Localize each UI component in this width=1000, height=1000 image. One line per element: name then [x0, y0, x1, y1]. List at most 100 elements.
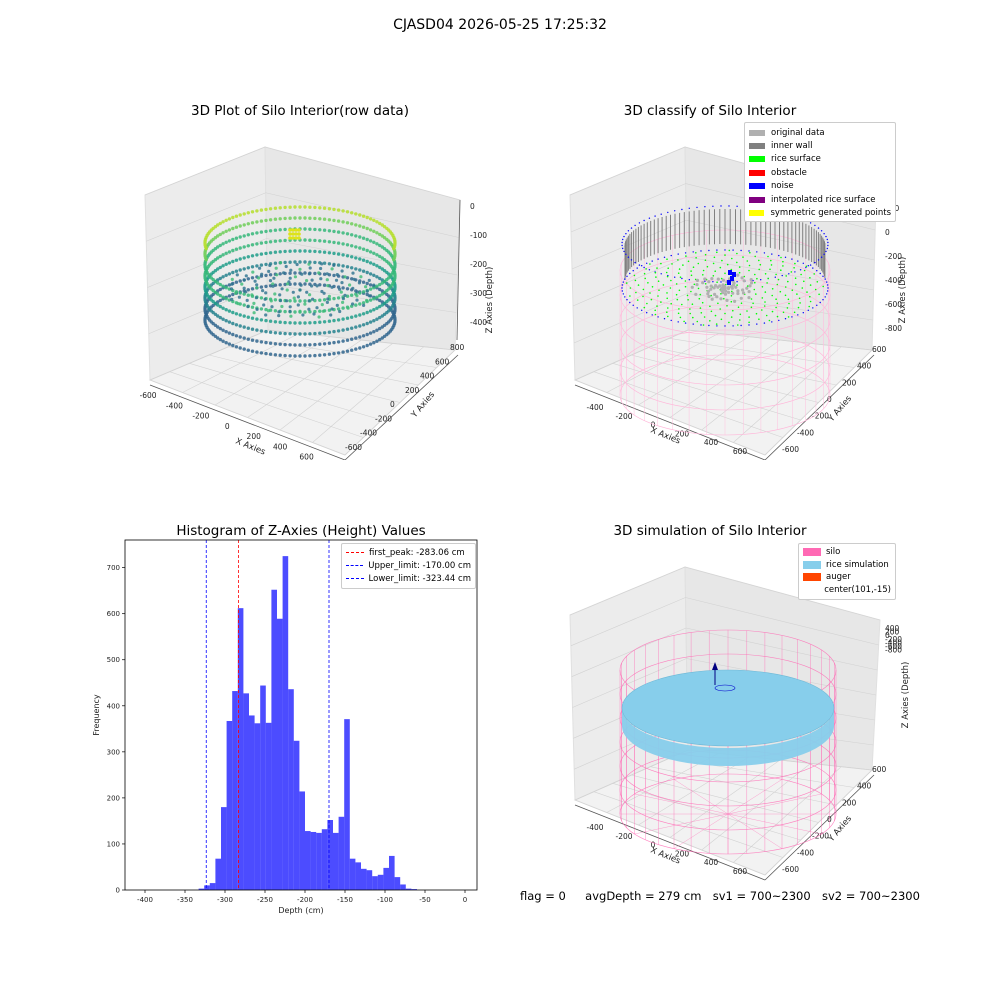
original-point — [714, 284, 718, 288]
data-point — [361, 225, 366, 229]
data-point — [330, 267, 334, 271]
original-point — [739, 296, 743, 300]
histogram-bar — [400, 884, 406, 890]
data-point — [308, 343, 312, 347]
data-point — [238, 213, 242, 217]
data-point — [354, 267, 358, 271]
data-point — [298, 288, 302, 292]
data-point — [231, 270, 235, 275]
data-point — [361, 280, 366, 284]
noise-point — [727, 280, 731, 285]
rice-surface-point — [784, 286, 787, 288]
data-point — [259, 351, 264, 355]
histogram-bar — [377, 874, 384, 890]
data-point — [327, 262, 332, 266]
rice-surface-point — [717, 302, 719, 305]
rice-surface-point — [794, 262, 796, 265]
data-point — [258, 266, 262, 270]
histogram-bar — [372, 876, 378, 890]
rice-surface-point — [803, 280, 805, 283]
data-point — [278, 283, 282, 287]
noise-point — [732, 272, 736, 277]
data-point — [375, 295, 379, 299]
rice-surface-point — [755, 293, 757, 295]
data-point — [273, 309, 278, 313]
data-point — [227, 283, 232, 287]
data-point — [298, 205, 302, 209]
original-point — [694, 292, 698, 296]
rice-surface-point — [796, 293, 798, 295]
data-point — [231, 321, 235, 326]
data-point — [345, 232, 350, 236]
data-point — [358, 257, 362, 261]
data-point — [264, 307, 268, 312]
original-point — [707, 294, 711, 299]
noise-point — [807, 265, 809, 267]
data-point — [345, 349, 350, 353]
rice-surface-point — [776, 315, 779, 318]
data-point — [375, 317, 379, 321]
data-point — [250, 254, 255, 258]
data-point — [221, 284, 225, 288]
legend-label: auger — [826, 572, 851, 583]
data-point — [325, 300, 329, 304]
tick-label: -400 — [797, 428, 814, 437]
data-point — [221, 339, 225, 343]
data-point — [319, 277, 323, 281]
data-point — [221, 295, 225, 299]
rice-surface-point — [677, 272, 680, 274]
rice-surface-point — [667, 267, 669, 269]
histogram-bar — [355, 862, 361, 890]
rice-surface-point — [720, 293, 722, 295]
rice-surface-point — [625, 282, 628, 284]
original-point — [695, 283, 699, 287]
rice-surface-point — [724, 272, 726, 275]
rice-surface-point — [649, 263, 651, 265]
rice-surface-point — [794, 277, 797, 279]
data-point — [262, 303, 266, 307]
rice-surface-point — [679, 316, 682, 319]
legend-item: Upper_limit: -170.00 cm — [346, 559, 471, 572]
data-point — [242, 286, 246, 290]
rice-surface-point — [795, 283, 797, 286]
data-point — [224, 319, 228, 323]
data-point — [336, 230, 341, 234]
data-point — [368, 272, 373, 276]
y-tick-label: 700 — [107, 564, 120, 572]
noise-point — [809, 222, 812, 224]
sv2-text: sv2 = 700~2300 — [821, 889, 920, 903]
grid-line — [189, 363, 382, 421]
legend-item: center(101,-15) — [803, 584, 891, 597]
data-point — [242, 245, 246, 249]
data-point — [273, 250, 278, 254]
data-point — [317, 271, 321, 275]
noise-point — [623, 250, 625, 253]
legend-item: interpolated rice surface — [749, 193, 891, 206]
rice-surface-point — [691, 303, 694, 305]
noise-point — [624, 278, 626, 280]
data-point — [375, 220, 379, 224]
data-point — [375, 264, 379, 268]
noise-point — [638, 222, 641, 224]
rice-surface-point — [670, 302, 672, 305]
rice-surface-point — [749, 251, 751, 254]
data-point — [365, 321, 369, 326]
data-point — [234, 323, 239, 327]
data-point — [255, 328, 259, 332]
data-point — [234, 312, 239, 316]
noise-point — [827, 290, 829, 292]
data-point — [246, 255, 250, 259]
data-point — [378, 221, 382, 226]
data-point — [368, 331, 373, 335]
data-point — [358, 268, 362, 272]
legend-item: inner wall — [749, 139, 891, 152]
data-point — [264, 229, 268, 234]
data-point — [361, 312, 366, 316]
grid-line — [569, 566, 686, 616]
noise-point — [626, 275, 628, 277]
legend-item: rice simulation — [803, 559, 891, 572]
data-point — [345, 294, 350, 298]
data-point — [234, 236, 239, 240]
data-point — [288, 249, 292, 253]
rice-surface-point — [719, 266, 722, 269]
